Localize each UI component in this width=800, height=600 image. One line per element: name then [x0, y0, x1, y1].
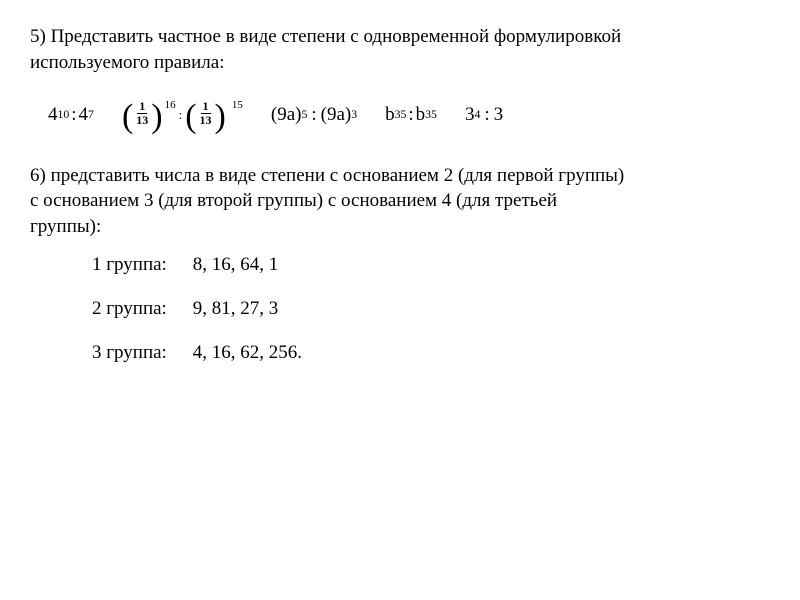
group1: 1 группа: 8, 16, 64, 1: [92, 254, 770, 276]
groups-block: 1 группа: 8, 16, 64, 1 2 группа: 9, 81, …: [92, 254, 770, 364]
group3-label: 3 группа:: [92, 342, 188, 364]
paren-right2: ): [215, 107, 226, 127]
group1-label: 1 группа:: [92, 254, 188, 276]
expr2-colon: :: [179, 107, 183, 123]
task6-line3: группы):: [30, 216, 101, 237]
paren-left2: (: [185, 107, 196, 127]
expr4-base2: b: [416, 104, 426, 126]
expr3-base1: (9а): [271, 104, 302, 126]
paren-left: (: [122, 107, 133, 127]
task5-title-line2: используемого правила:: [30, 52, 224, 73]
frac-den: 13: [135, 114, 149, 127]
expr4-colon: :: [408, 104, 413, 126]
expr2: ( 1 13 ) 16 : ( 1 13 ) 15: [122, 101, 243, 128]
paren-right: ): [151, 107, 162, 127]
frac-num: 1: [137, 100, 147, 114]
expr5-colon: :: [484, 104, 489, 126]
expr2-exp2: 15: [232, 99, 243, 111]
expr4-base1: b: [385, 104, 395, 126]
task6-line1: 6) представить числа в виде степени с ос…: [30, 165, 624, 186]
expr5-base1: 3: [465, 104, 475, 126]
group2-label: 2 группа:: [92, 298, 188, 320]
frac-den2: 13: [199, 114, 213, 127]
expr1-colon: :: [71, 104, 76, 126]
task5-expressions: 410: 47 ( 1 13 ) 16 : ( 1 13 ) 15 (9а)5 …: [48, 101, 770, 128]
expr1-base1: 4: [48, 104, 58, 126]
task6-line2: с основанием 3 (для второй группы) с осн…: [30, 190, 557, 211]
group3: 3 группа: 4, 16, 62, 256.: [92, 342, 770, 364]
expr5-noexp: 3: [494, 104, 504, 126]
expr3: (9а)5 : (9а)3: [271, 104, 357, 126]
fraction-1: 1 13: [135, 100, 149, 127]
expr1-base2: 4: [79, 104, 89, 126]
fraction-2: 1 13: [199, 100, 213, 127]
slide-page: 5) Представить частное в виде степени с …: [0, 0, 800, 600]
group1-values: 8, 16, 64, 1: [193, 254, 279, 275]
group2: 2 группа: 9, 81, 27, 3: [92, 298, 770, 320]
group2-values: 9, 81, 27, 3: [193, 298, 279, 319]
frac-num2: 1: [201, 100, 211, 114]
expr3-colon: :: [311, 104, 316, 126]
task6-title: 6) представить числа в виде степени с ос…: [30, 163, 770, 240]
expr1: 410: 47: [48, 104, 94, 126]
expr4: b35: b35: [385, 104, 437, 126]
expr2-exp1: 16: [165, 99, 176, 111]
task5-title: 5) Представить частное в виде степени с …: [30, 24, 770, 75]
task5-title-line1: 5) Представить частное в виде степени с …: [30, 26, 621, 47]
expr5: 34 : 3: [465, 104, 503, 126]
expr3-base2: (9а): [321, 104, 352, 126]
group3-values: 4, 16, 62, 256.: [193, 342, 302, 363]
